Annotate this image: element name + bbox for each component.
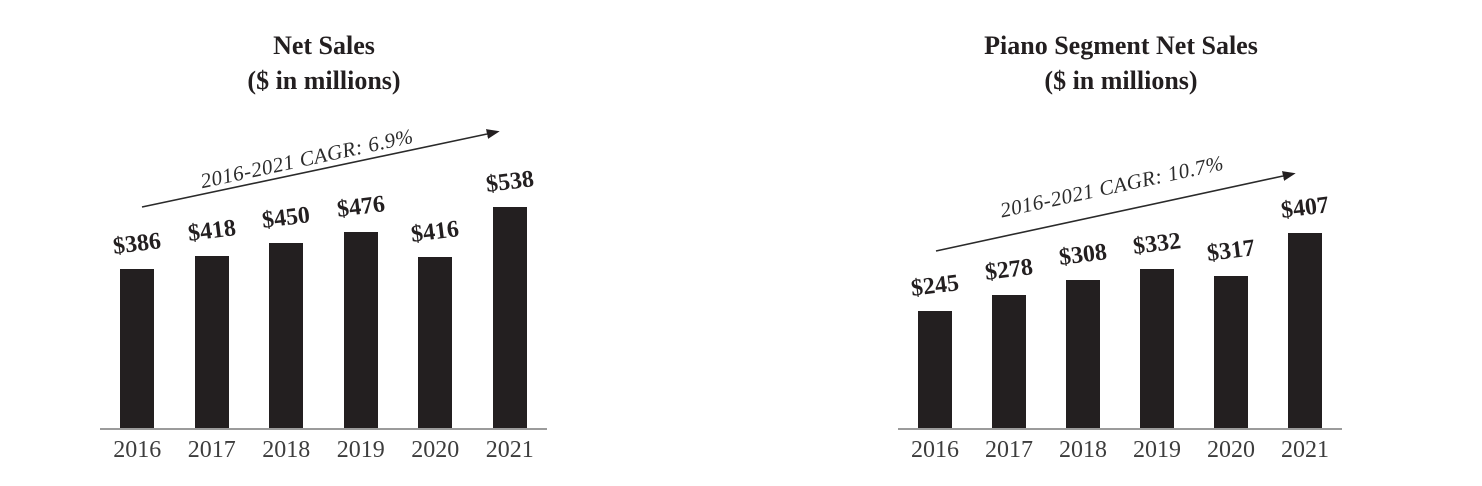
chart-title-line1: Piano Segment Net Sales (984, 31, 1258, 60)
x-axis-label: 2016 (113, 437, 162, 463)
bar-2021 (1288, 233, 1322, 428)
bar-plot: $245 2016 $278 2017 $308 2018 $332 2019 $317 2020… (898, 192, 1342, 462)
chart-title: Piano Segment Net Sales ($ in millions) (871, 28, 1371, 98)
bar-2021 (492, 207, 527, 428)
x-axis-label: 2021 (485, 437, 534, 463)
bar-value-label: $476 (335, 191, 387, 223)
bar-slot-2019: $476 2019 (324, 191, 399, 462)
x-axis-label: 2016 (911, 437, 959, 463)
cagr-annotation: 2016-2021 CAGR: 6.9% (198, 123, 416, 194)
bar-value-label: $416 (409, 216, 461, 248)
bar-slot-2019: $332 2019 (1120, 198, 1194, 462)
bar-2016 (918, 311, 952, 428)
x-axis-label: 2019 (1133, 437, 1181, 463)
bar-slot-2016: $245 2016 (898, 198, 972, 462)
bar-value-label: $538 (484, 166, 536, 198)
bar-plot: $386 2016 $418 2017 $450 2018 $476 2019 $416 2020… (100, 166, 548, 462)
bar-2020 (1214, 276, 1248, 428)
chart-title-line1: Net Sales (273, 31, 375, 60)
bar-2016 (120, 269, 155, 428)
x-axis-label: 2019 (336, 437, 385, 463)
x-axis-label: 2020 (411, 437, 460, 463)
chart-title: Net Sales ($ in millions) (74, 28, 574, 98)
bar-slot-2021: $407 2021 (1268, 192, 1342, 462)
bar-slot-2016: $386 2016 (100, 198, 175, 462)
x-axis-label: 2021 (1281, 437, 1329, 463)
bar-2018 (269, 243, 304, 428)
bar-slot-2017: $278 2017 (972, 198, 1046, 462)
x-axis-label: 2017 (985, 437, 1033, 463)
x-axis-label: 2018 (1059, 437, 1107, 463)
bar-2019 (1140, 269, 1174, 428)
bar-slot-2018: $308 2018 (1046, 198, 1120, 462)
bar-2019 (343, 232, 378, 428)
bar-2017 (194, 256, 229, 428)
bar-slot-2021: $538 2021 (473, 166, 548, 462)
chart-title-line2: ($ in millions) (247, 66, 401, 95)
bar-value-label: $317 (1205, 235, 1257, 267)
chart-title-line2: ($ in millions) (1044, 66, 1198, 95)
bar-slot-2020: $317 2020 (1194, 198, 1268, 462)
bar-2018 (1066, 280, 1100, 428)
x-axis-label: 2020 (1207, 437, 1255, 463)
bar-slot-2018: $450 2018 (249, 198, 324, 462)
x-axis-label: 2018 (262, 437, 311, 463)
bar-2020 (418, 257, 453, 428)
bar-slot-2017: $418 2017 (175, 198, 250, 462)
bar-2017 (992, 295, 1026, 428)
bar-slot-2020: $416 2020 (398, 198, 473, 462)
bar-value-label: $407 (1279, 192, 1331, 224)
x-axis-label: 2017 (187, 437, 236, 463)
